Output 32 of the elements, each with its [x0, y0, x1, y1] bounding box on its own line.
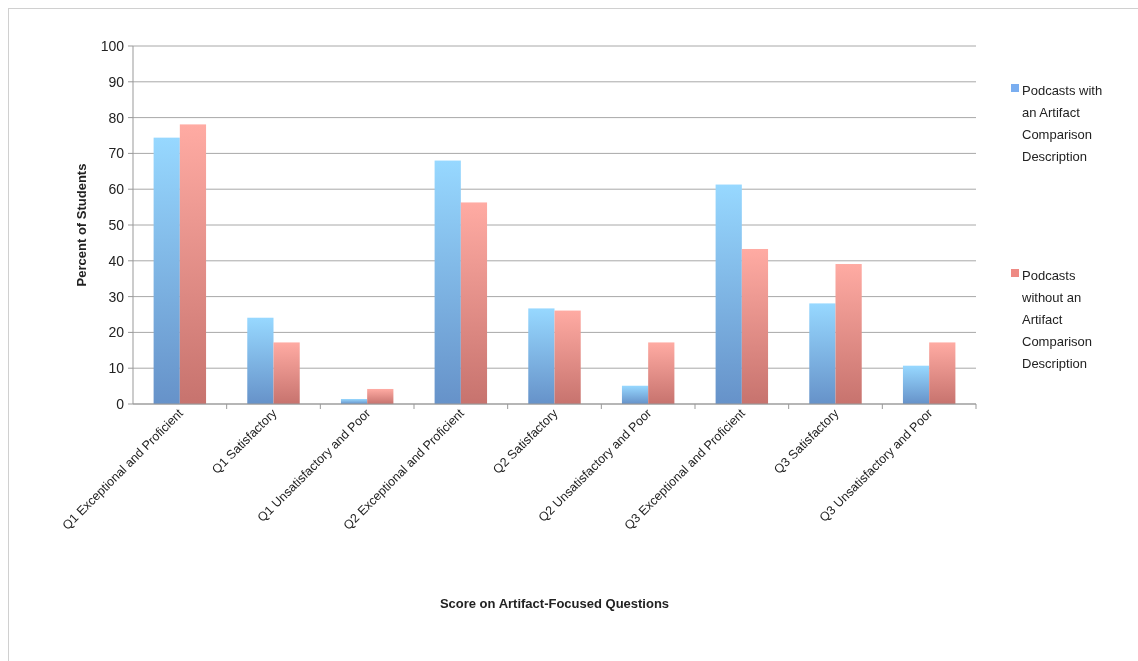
legend-label: Podcasts with an Artifact Comparison Description: [1022, 82, 1103, 164]
y-axis-title: Percent of Students: [74, 163, 89, 287]
bar: [715, 184, 742, 404]
y-tick-label: 0: [116, 395, 125, 412]
bar: [902, 365, 930, 404]
legend-label: Podcasts without an Artifact Comparison Description: [1021, 267, 1093, 371]
y-tick-label: 30: [108, 288, 125, 305]
y-tick-label: 70: [108, 145, 125, 162]
bar: [434, 160, 461, 404]
y-tick-label: 60: [108, 181, 125, 198]
y-tick-label: 10: [108, 360, 125, 377]
y-tick-label: 80: [108, 109, 125, 126]
bar: [554, 310, 581, 404]
bar: [809, 303, 836, 404]
bar: [528, 308, 555, 404]
bar: [367, 388, 394, 404]
x-axis-title: Score on Artifact-Focused Questions: [439, 596, 670, 611]
bar: [153, 137, 180, 404]
y-tick-label: 90: [108, 73, 125, 90]
y-tick-label: 100: [100, 37, 125, 54]
bar: [460, 202, 488, 404]
bar: [273, 342, 300, 404]
bar: [179, 124, 207, 404]
bar: [247, 317, 274, 404]
bar: [929, 342, 956, 404]
bar: [835, 264, 862, 404]
bar: [648, 342, 675, 404]
y-tick-label: 50: [108, 216, 125, 233]
bar: [621, 385, 649, 404]
bar: [741, 248, 769, 404]
y-tick-label: 20: [108, 324, 125, 341]
y-tick-label: 40: [108, 252, 125, 269]
